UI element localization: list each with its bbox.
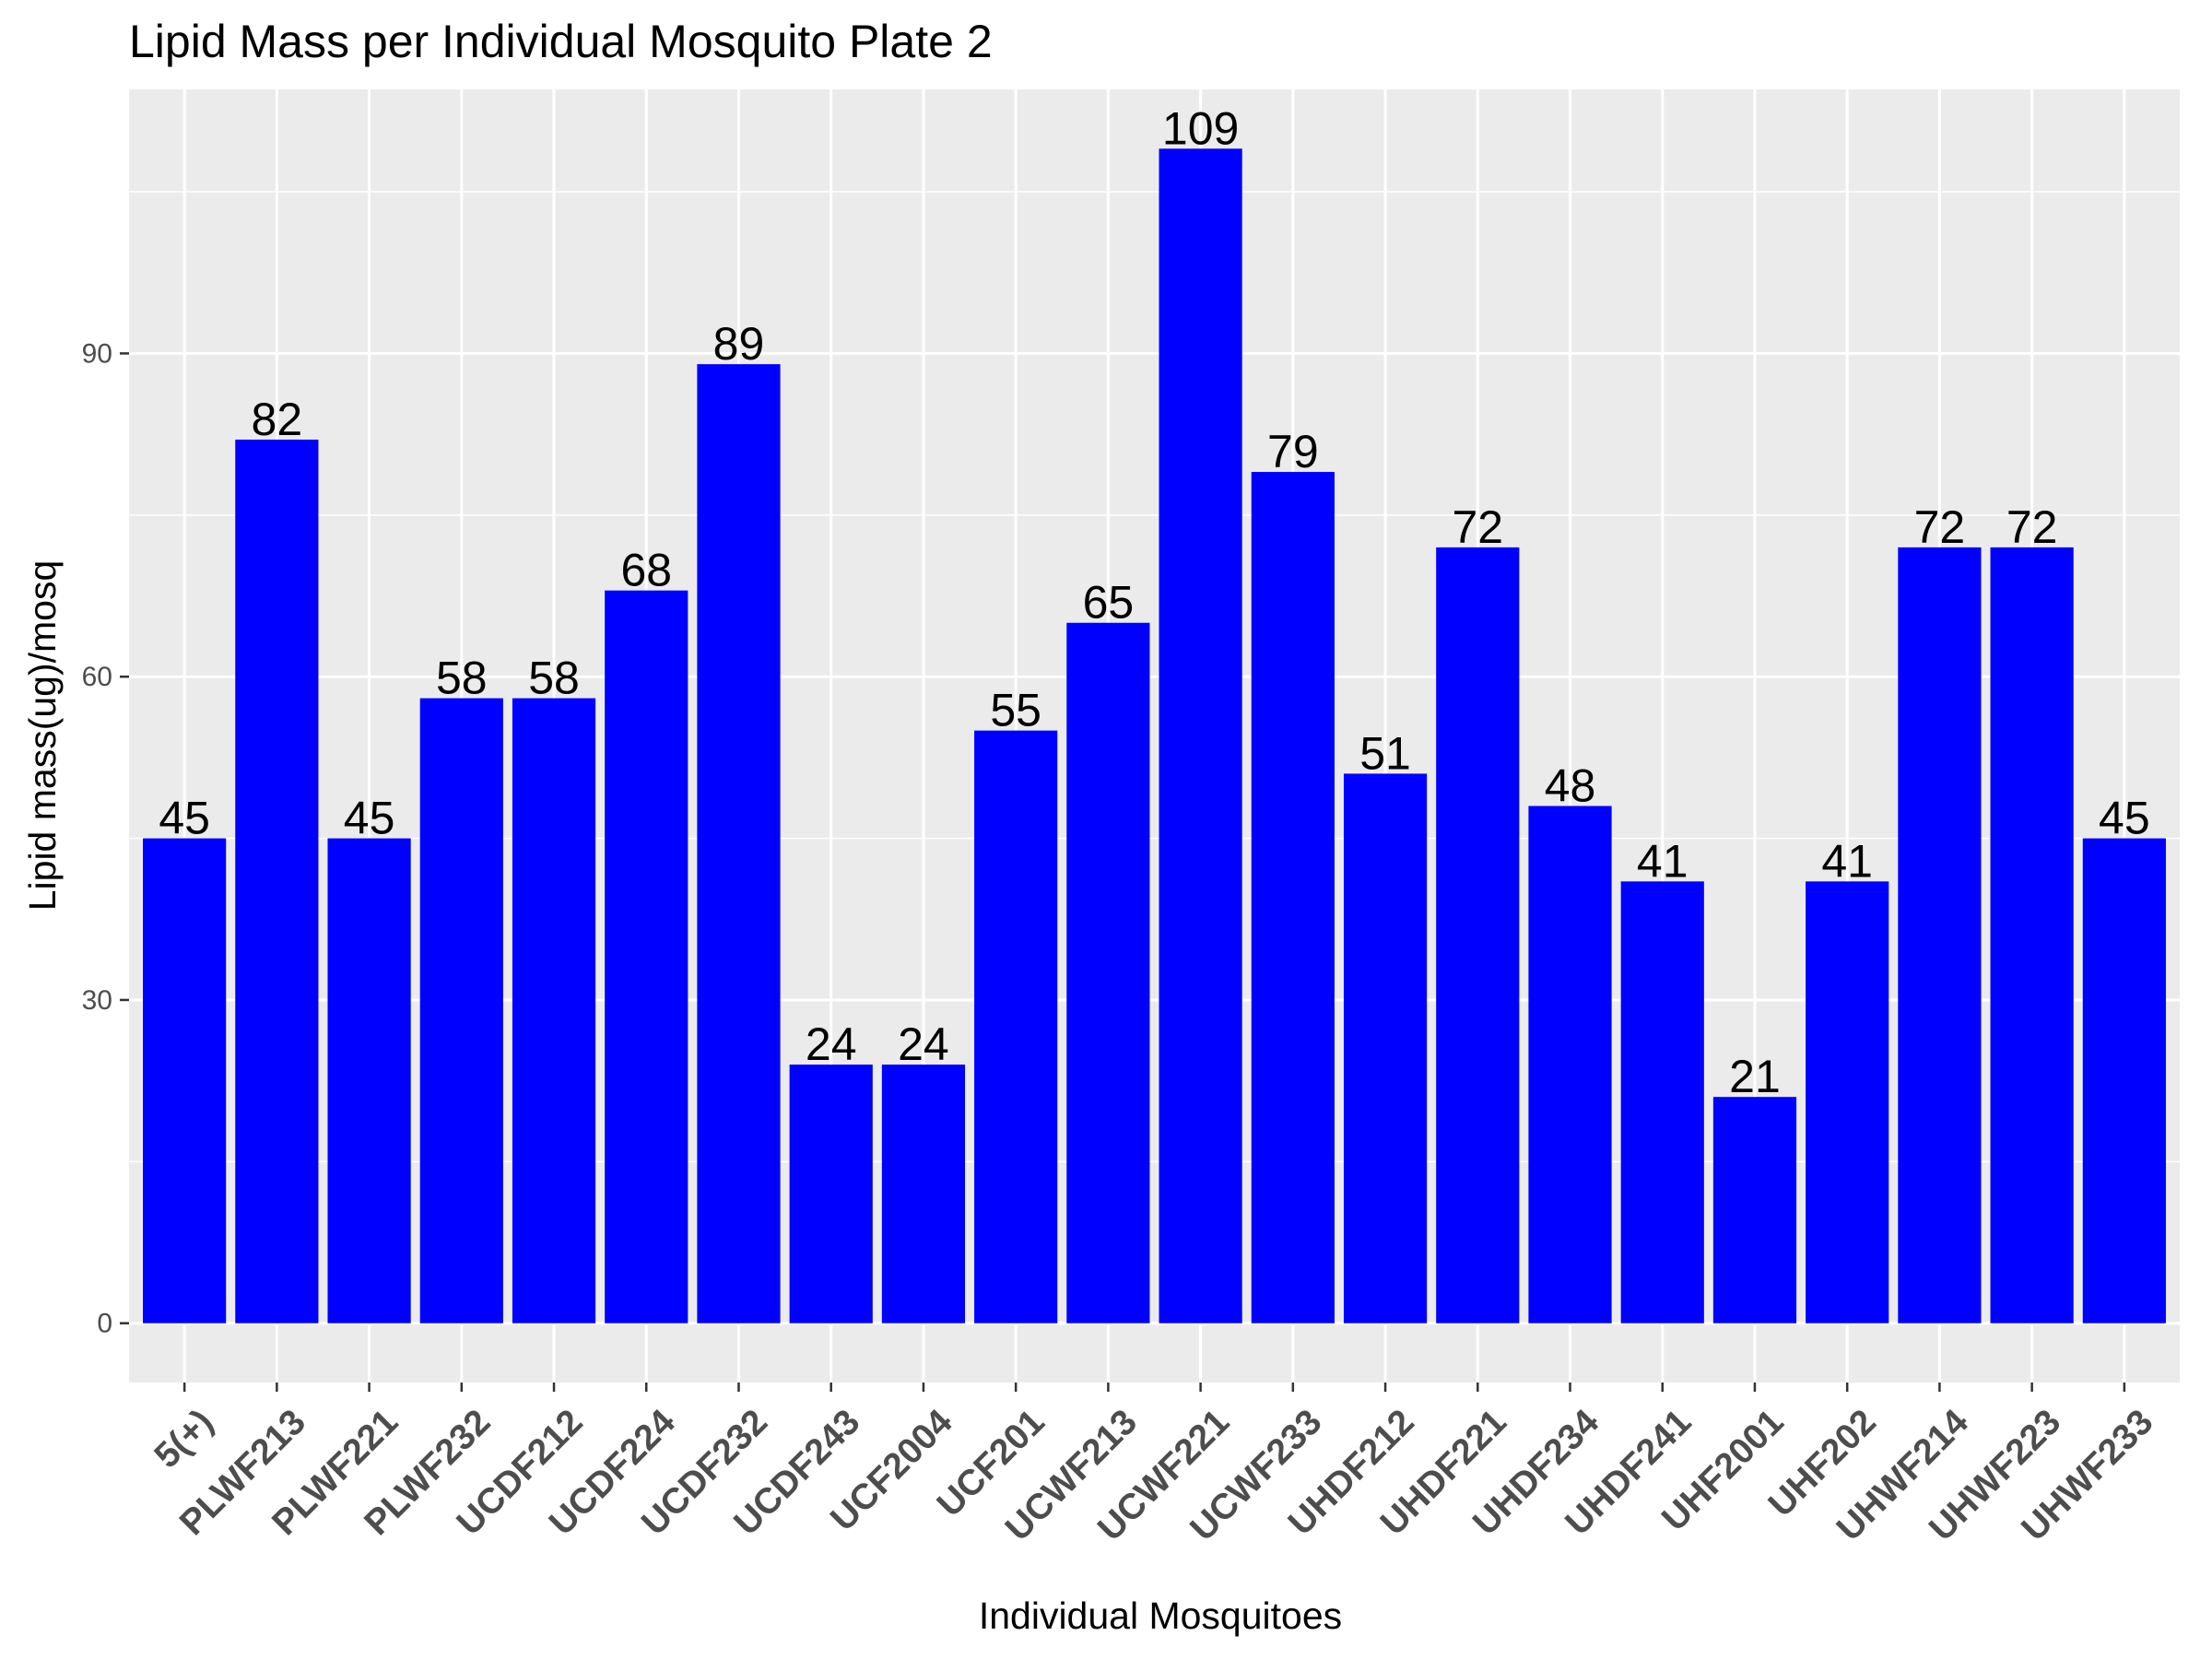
bar — [789, 1065, 873, 1324]
data-labels: 45 82 45 58 58 68 89 24 24 55 65 109 79 51 72 48 41 21 41 7… — [159, 102, 2149, 1102]
bar — [605, 590, 688, 1324]
bar-data-label: 68 — [620, 545, 672, 596]
bar-data-label: 58 — [436, 653, 488, 704]
y-axis-title: Lipid mass(ug)/mosq — [21, 560, 64, 912]
bar — [1343, 773, 1428, 1324]
bar — [327, 838, 411, 1324]
bar — [697, 364, 781, 1324]
bar-data-label: 82 — [252, 394, 303, 445]
bar-data-label: 45 — [159, 793, 210, 844]
y-tick-label: 30 — [82, 985, 112, 1016]
bar-data-label: 58 — [528, 653, 580, 704]
x-tick-label: 5(+) — [147, 1402, 221, 1476]
bar-data-label: 24 — [898, 1018, 949, 1070]
x-axis: 5(+)PLWF213PLWF221PLWF232UCDF212UCDF224U… — [147, 1382, 2160, 1548]
bar-data-label: 55 — [990, 685, 1041, 736]
bar-data-label: 45 — [344, 793, 395, 844]
y-tick-label: 90 — [82, 338, 112, 369]
bar-data-label: 109 — [1162, 102, 1239, 154]
bar-data-label: 65 — [1083, 577, 1135, 629]
bar — [1990, 547, 2074, 1324]
bar — [143, 838, 227, 1324]
bar-data-label: 51 — [1359, 727, 1411, 779]
bar-data-label: 72 — [1452, 501, 1503, 553]
bar-data-label: 21 — [1729, 1051, 1781, 1102]
bar — [1620, 881, 1704, 1324]
bar — [1898, 547, 1982, 1324]
y-axis: 0 30 60 90 — [82, 338, 129, 1339]
bar-data-label: 24 — [806, 1018, 857, 1070]
bar — [419, 698, 503, 1324]
bar — [1528, 806, 1612, 1324]
bars — [143, 148, 2166, 1324]
bar — [1712, 1097, 1797, 1324]
y-tick-label: 0 — [97, 1309, 112, 1339]
bar-data-label: 45 — [2099, 793, 2150, 844]
bar — [1436, 547, 1520, 1324]
bar — [974, 730, 1058, 1324]
x-axis-title: Individual Mosquitoes — [979, 1594, 1342, 1637]
bar-data-label: 72 — [2006, 501, 2058, 553]
bar — [881, 1065, 966, 1324]
bar-data-label: 41 — [1821, 835, 1873, 887]
bar-data-label: 79 — [1267, 426, 1319, 477]
bar — [1159, 148, 1242, 1324]
bar — [235, 439, 319, 1324]
bar — [1806, 881, 1889, 1324]
bar-data-label: 89 — [713, 318, 765, 370]
bar-data-label: 41 — [1637, 835, 1688, 887]
bar-data-label: 48 — [1545, 759, 1596, 811]
bar — [1066, 622, 1150, 1324]
chart-title: Lipid Mass per Individual Mosquito Plate… — [129, 16, 993, 67]
bar — [2082, 838, 2166, 1324]
bar — [512, 698, 596, 1324]
bar — [1251, 472, 1335, 1324]
y-tick-label: 60 — [82, 662, 112, 692]
bar-data-label: 72 — [1914, 501, 1966, 553]
